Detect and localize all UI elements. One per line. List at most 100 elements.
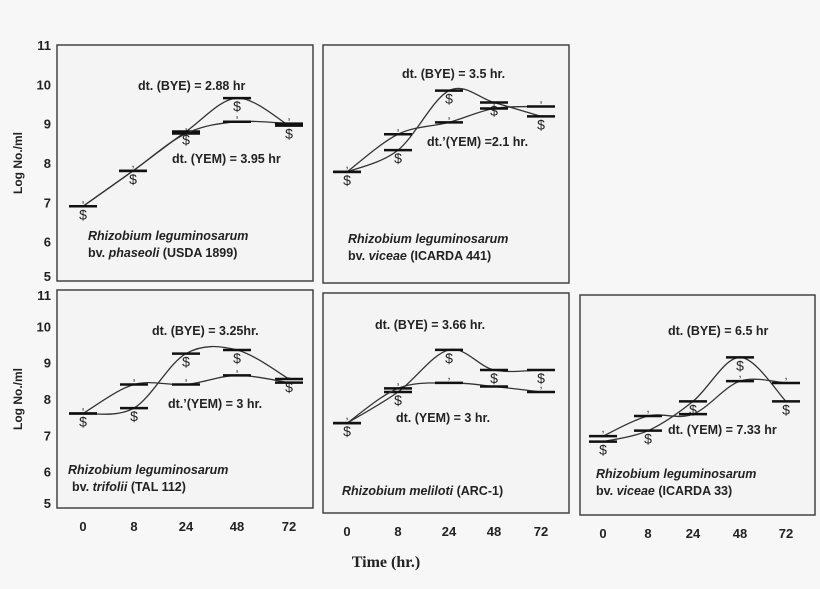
organism-genus: Rhizobium leguminosarum <box>348 232 508 246</box>
point-marker: $ <box>182 354 190 370</box>
point-marker: $ <box>129 171 137 187</box>
point-marker: $ <box>537 370 545 386</box>
y-axis-label: Log No./ml <box>11 368 25 430</box>
point-marker: $ <box>490 370 498 386</box>
point-marker: , <box>345 410 348 422</box>
x-tick-label: 72 <box>282 519 296 534</box>
point-marker: $ <box>182 132 190 148</box>
point-marker: , <box>601 423 604 435</box>
organism-variety: bv. trifolii (TAL 112) <box>72 480 186 494</box>
organism-genus: Rhizobium meliloti (ARC-1) <box>342 484 503 498</box>
point-marker: $ <box>343 172 351 188</box>
panel-3: 5 6 7 8 9 10 11 Log No./ml 0 8 24 48 72 $ $ $ $ $,, ,,, dt.… <box>11 288 314 534</box>
point-marker: $ <box>233 98 241 114</box>
annotation-bye: dt. (BYE) = 2.88 hr <box>138 79 245 93</box>
bv-label: bv. <box>596 484 617 498</box>
point-marker: , <box>492 374 495 386</box>
y-tick-label: 8 <box>44 156 51 171</box>
point-marker: $ <box>343 423 351 439</box>
annotation-yem: dt.’(YEM) =2.1 hr. <box>427 135 528 149</box>
organism-variety: bv. phaseoli (USDA 1899) <box>88 246 237 260</box>
annotation-bye: dt. (BYE) = 3.25hr. <box>152 324 259 338</box>
bv-label: bv. <box>348 249 369 263</box>
point-marker: , <box>492 95 495 107</box>
annotation-yem: dt. (YEM) = 3 hr. <box>396 411 490 425</box>
point-marker: , <box>81 401 84 413</box>
annotation-yem: dt. (YEM) = 7.33 hr <box>668 423 777 437</box>
panel-1: 5 6 7 8 9 10 11 Log No./ml $ $ $ $ $,,,, , dt. (BYE) =… <box>11 38 314 284</box>
panel-frame <box>56 289 314 509</box>
x-tick-label: 24 <box>179 519 194 534</box>
x-tick-label: 48 <box>733 526 747 541</box>
strain-name: (ICARDA 441) <box>410 249 491 263</box>
point-marker: $ <box>445 91 453 107</box>
point-marker: $ <box>285 126 293 142</box>
point-marker: , <box>287 370 290 382</box>
annotation-bye: dt. (BYE) = 6.5 hr <box>668 324 769 338</box>
organism-variety: bv. viceae (ICARDA 441) <box>348 249 491 263</box>
panel-frame <box>579 294 816 516</box>
annotation-bye: dt. (BYE) = 3.5 hr. <box>402 67 505 81</box>
point-marker: $ <box>537 116 545 132</box>
y-tick-label: 10 <box>37 77 51 92</box>
point-marker: $ <box>689 401 697 417</box>
point-marker: , <box>691 401 694 413</box>
point-marker: $ <box>445 350 453 366</box>
y-tick-label: 7 <box>44 195 51 210</box>
point-marker: $ <box>490 103 498 119</box>
organism-genus: Rhizobium leguminosarum <box>88 229 248 243</box>
point-marker: , <box>447 370 450 382</box>
point-marker: , <box>396 121 399 133</box>
panel-frame <box>56 44 314 282</box>
y-tick-label: 10 <box>37 319 51 334</box>
x-tick-label: 8 <box>644 526 651 541</box>
point-marker: , <box>132 371 135 383</box>
point-marker: , <box>447 109 450 121</box>
variety-name: viceae <box>369 249 411 263</box>
y-tick-label: 7 <box>44 428 51 443</box>
point-marker: , <box>784 370 787 382</box>
strain-name: (USDA 1899) <box>163 246 238 260</box>
point-marker: , <box>235 109 238 121</box>
bv-label: bv. <box>88 246 109 260</box>
x-tick-label: 0 <box>599 526 606 541</box>
panel-frame <box>322 44 570 284</box>
point-marker: $ <box>736 357 744 373</box>
x-tick-label: 72 <box>534 524 548 539</box>
y-tick-label: 6 <box>44 465 51 480</box>
x-axis-label: Time (hr.) <box>352 554 420 571</box>
panel-4: 0 8 24 48 72 $ $ $ $ $,,,, , dt. (BYE) = 3.66 hr. dt… <box>322 292 570 539</box>
y-tick-label: 9 <box>44 356 51 371</box>
point-marker: $ <box>394 150 402 166</box>
variety-name: trifolii <box>93 480 131 494</box>
x-tick-label: 24 <box>686 526 701 541</box>
point-marker: $ <box>394 392 402 408</box>
point-marker: $ <box>285 379 293 395</box>
x-tick-label: 8 <box>130 519 137 534</box>
point-marker: , <box>646 403 649 415</box>
strain-name: (TAL 112) <box>131 480 186 494</box>
point-marker: , <box>81 193 84 205</box>
annotation-yem: dt. (YEM) = 3.95 hr <box>172 152 281 166</box>
y-tick-label: 5 <box>44 496 51 511</box>
point-marker: $ <box>79 414 87 430</box>
point-marker: $ <box>130 408 138 424</box>
y-tick-label: 5 <box>44 269 51 284</box>
organism-genus: Rhizobium leguminosarum <box>68 463 228 477</box>
y-tick-label: 11 <box>37 288 51 303</box>
x-tick-label: 0 <box>79 519 86 534</box>
point-marker: $ <box>79 206 87 222</box>
panel-2: $ $ $ $ $,,,, , dt. (BYE) = 3.5 hr. dt.’(YEM) =… <box>322 44 570 284</box>
panel-5: 0 8 24 48 72 $ $ $ $ $,,,, , dt. (BYE) = 6.5 hr dt. … <box>579 294 816 541</box>
point-marker: , <box>345 159 348 171</box>
point-marker: $ <box>599 442 607 458</box>
organism-genus: Rhizobium leguminosarum <box>596 467 756 481</box>
point-marker: , <box>131 158 134 170</box>
point-marker: , <box>235 362 238 374</box>
point-marker: $ <box>233 350 241 366</box>
y-tick-label: 8 <box>44 392 51 407</box>
y-axis-label: Log No./ml <box>11 132 25 194</box>
x-tick-label: 48 <box>487 524 501 539</box>
point-marker: , <box>287 111 290 123</box>
